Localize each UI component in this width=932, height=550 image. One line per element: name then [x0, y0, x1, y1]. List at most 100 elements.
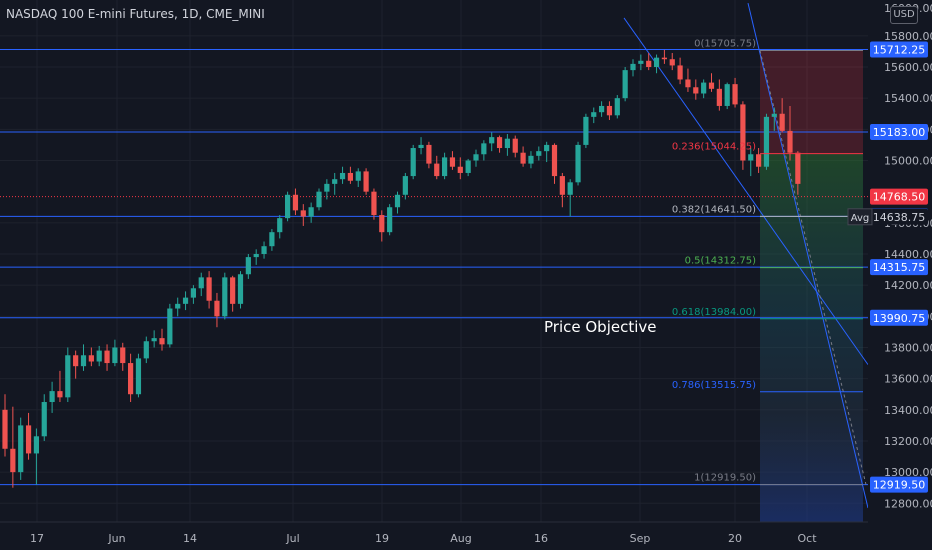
candle-body — [661, 57, 667, 60]
candle-body — [426, 144, 432, 164]
trend-line-1 — [623, 17, 869, 365]
fib-label: 1(12919.50) — [694, 473, 756, 484]
candle-body — [599, 105, 605, 113]
candle-body — [237, 274, 244, 304]
candle-body — [614, 98, 620, 116]
y-tick-label: 15800.00 — [884, 30, 932, 43]
level-price-label: 15712.25 — [873, 44, 926, 57]
candle-body — [182, 297, 189, 304]
candle-body — [363, 171, 369, 192]
last-price-label-bg — [870, 188, 928, 205]
candle-body — [536, 151, 542, 156]
horizontal-levels — [0, 49, 868, 486]
stop-zone — [760, 50, 863, 154]
candle-body — [167, 308, 173, 345]
candle-body — [787, 130, 793, 153]
candle-body — [206, 277, 212, 301]
candle-body — [575, 144, 581, 183]
candle-body — [418, 144, 424, 149]
x-tick-label: 16 — [534, 532, 548, 545]
level-price-label: 13990.75 — [873, 312, 926, 325]
candle-body — [748, 154, 754, 161]
candle-body — [410, 148, 416, 177]
candle-body — [175, 303, 181, 309]
candle-body — [449, 157, 456, 167]
candle-body — [25, 425, 32, 454]
x-tick-label: Jun — [107, 532, 125, 545]
time-axis[interactable]: 17 Jun 14 Jul 19 Aug 16 Sep 20 Oct — [0, 521, 868, 545]
candle-body — [347, 172, 353, 181]
candle-body — [520, 152, 526, 164]
candle-body — [544, 144, 550, 152]
candle-body — [112, 347, 118, 364]
candle-body — [65, 355, 71, 398]
chart-title: NASDAQ 100 E-mini Futures, 1D, CME_MINI — [6, 7, 265, 21]
candle-body — [622, 70, 628, 99]
candle-body — [473, 154, 479, 161]
trend-line-2 — [747, 3, 869, 509]
candle-body — [2, 409, 8, 449]
candle-body — [434, 163, 440, 177]
candle-body — [567, 182, 573, 195]
candle-body — [10, 448, 16, 473]
x-tick-label: Sep — [630, 532, 651, 545]
candle-body — [292, 194, 299, 211]
candle-body — [394, 194, 401, 208]
candle-body — [496, 137, 503, 149]
candle-body — [779, 113, 785, 131]
candle-body — [763, 116, 770, 167]
candle-body — [685, 79, 691, 88]
candle-body — [18, 425, 24, 473]
candle-body — [489, 137, 495, 144]
candle-body — [638, 60, 644, 64]
candle-body — [49, 391, 55, 403]
fib-label: 0.236(15044.25) — [672, 142, 756, 153]
candle-body — [253, 253, 259, 258]
candle-body — [214, 300, 220, 317]
candle-body — [198, 277, 204, 289]
x-tick-label: Aug — [450, 532, 471, 545]
candle-body — [80, 355, 87, 367]
candle-body — [33, 436, 39, 454]
level-price-label-bg — [870, 309, 928, 326]
candle-body — [355, 171, 361, 181]
fib-label: 0.382(14641.50) — [672, 204, 756, 215]
level-price-label: 15183.00 — [873, 126, 926, 139]
candle-body — [88, 355, 94, 362]
avg-tag: Avg — [851, 213, 870, 224]
y-tick-label: 13200.00 — [884, 435, 932, 448]
candle-body — [646, 60, 652, 68]
candle-body — [795, 152, 801, 184]
x-tick-label: 19 — [375, 532, 389, 545]
candle-body — [387, 207, 393, 233]
y-tick-label: 13000.00 — [884, 466, 932, 479]
candle-body — [324, 183, 330, 192]
candle-body — [308, 207, 314, 217]
candle-body — [96, 350, 102, 362]
candle-body — [73, 355, 79, 367]
currency-badge[interactable]: USD — [890, 6, 918, 24]
candle-body — [300, 210, 306, 217]
candle-body — [120, 347, 126, 364]
candle-body — [551, 144, 558, 177]
candle-body — [740, 104, 746, 161]
candle-body — [285, 194, 291, 219]
y-tick-label: 15600.00 — [884, 61, 932, 74]
avg-price-label-bg — [870, 208, 928, 225]
y-tick-label: 13400.00 — [884, 404, 932, 417]
candle-body — [190, 288, 196, 298]
x-tick-label: Oct — [797, 532, 817, 545]
candle-body — [316, 191, 322, 208]
candle-body — [693, 87, 699, 94]
candle-body — [669, 59, 675, 66]
avg-price-label: 14638.75 — [873, 211, 926, 224]
candle-body — [379, 215, 385, 233]
x-tick-label: Jul — [285, 532, 299, 545]
target-zone — [760, 153, 863, 522]
candle-body — [371, 191, 377, 216]
avg-tag-bg — [847, 208, 873, 226]
candle-body — [724, 84, 730, 106]
candle-body — [277, 218, 283, 233]
candle-body — [716, 88, 722, 106]
